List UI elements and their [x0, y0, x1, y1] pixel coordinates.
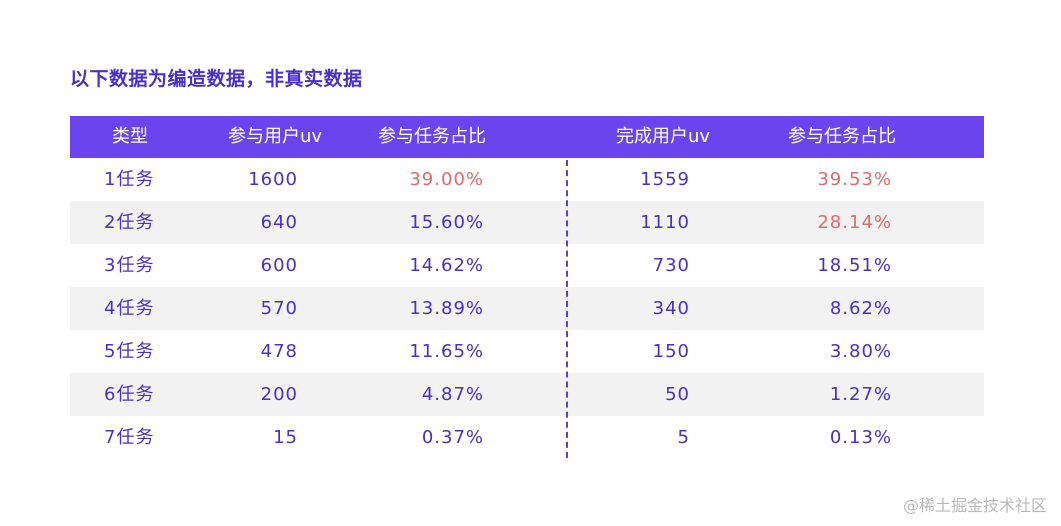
cell-completed-ratio: 0.13%: [829, 427, 892, 448]
table-row: 3任务 600 14.62% 730 18.51%: [70, 244, 984, 287]
column-divider: [566, 160, 568, 458]
table-body: 1任务 1600 39.00% 1559 39.53% 2任务 640 15.60% 1110 2…: [70, 158, 984, 459]
cell-type: 6任务: [104, 384, 155, 405]
cell-participation-ratio: 39.00%: [409, 169, 484, 190]
cell-participation-ratio: 4.87%: [421, 384, 484, 405]
cell-participant-uv: 1600: [248, 169, 298, 190]
table-row: 5任务 478 11.65% 150 3.80%: [70, 330, 984, 373]
cell-participant-uv: 640: [260, 212, 298, 233]
cell-completed-uv: 50: [665, 384, 690, 405]
header-participation-ratio: 参与任务占比: [378, 126, 486, 147]
data-table: 类型 参与用户uv 参与任务占比 完成用户uv 参与任务占比 1任务 1600 39…: [70, 116, 984, 459]
watermark: @稀土掘金技术社区: [902, 496, 1047, 515]
table-row: 1任务 1600 39.00% 1559 39.53%: [70, 158, 984, 201]
cell-participant-uv: 570: [260, 298, 298, 319]
cell-type: 4任务: [104, 298, 155, 319]
cell-type: 1任务: [104, 169, 155, 190]
cell-completed-ratio: 8.62%: [829, 298, 892, 319]
header-participant-uv: 参与用户uv: [228, 126, 323, 147]
cell-type: 5任务: [104, 341, 155, 362]
cell-participation-ratio: 0.37%: [421, 427, 484, 448]
table-row: 6任务 200 4.87% 50 1.27%: [70, 373, 984, 416]
cell-completed-ratio: 39.53%: [817, 169, 892, 190]
cell-type: 2任务: [104, 212, 155, 233]
cell-participation-ratio: 15.60%: [409, 212, 484, 233]
header-type: 类型: [112, 126, 148, 147]
cell-completed-ratio: 3.80%: [829, 341, 892, 362]
cell-participant-uv: 15: [273, 427, 298, 448]
cell-completed-ratio: 28.14%: [817, 212, 892, 233]
cell-completed-uv: 730: [652, 255, 690, 276]
cell-completed-uv: 340: [652, 298, 690, 319]
table-row: 2任务 640 15.60% 1110 28.14%: [70, 201, 984, 244]
cell-participant-uv: 200: [260, 384, 298, 405]
table-header: 类型 参与用户uv 参与任务占比 完成用户uv 参与任务占比: [70, 116, 984, 158]
cell-type: 7任务: [104, 427, 155, 448]
header-completed-uv: 完成用户uv: [616, 126, 711, 147]
cell-participation-ratio: 13.89%: [409, 298, 484, 319]
cell-completed-uv: 150: [652, 341, 690, 362]
cell-participation-ratio: 11.65%: [409, 341, 484, 362]
header-completed-ratio: 参与任务占比: [788, 126, 896, 147]
cell-completed-ratio: 18.51%: [817, 255, 892, 276]
cell-participant-uv: 600: [260, 255, 298, 276]
cell-completed-uv: 5: [677, 427, 690, 448]
table-row: 7任务 15 0.37% 5 0.13%: [70, 416, 984, 459]
cell-completed-uv: 1110: [640, 212, 690, 233]
cell-participation-ratio: 14.62%: [409, 255, 484, 276]
cell-type: 3任务: [104, 255, 155, 276]
cell-completed-uv: 1559: [640, 169, 690, 190]
table-row: 4任务 570 13.89% 340 8.62%: [70, 287, 984, 330]
page-title: 以下数据为编造数据，非真实数据: [70, 68, 363, 90]
cell-participant-uv: 478: [260, 341, 298, 362]
cell-completed-ratio: 1.27%: [829, 384, 892, 405]
